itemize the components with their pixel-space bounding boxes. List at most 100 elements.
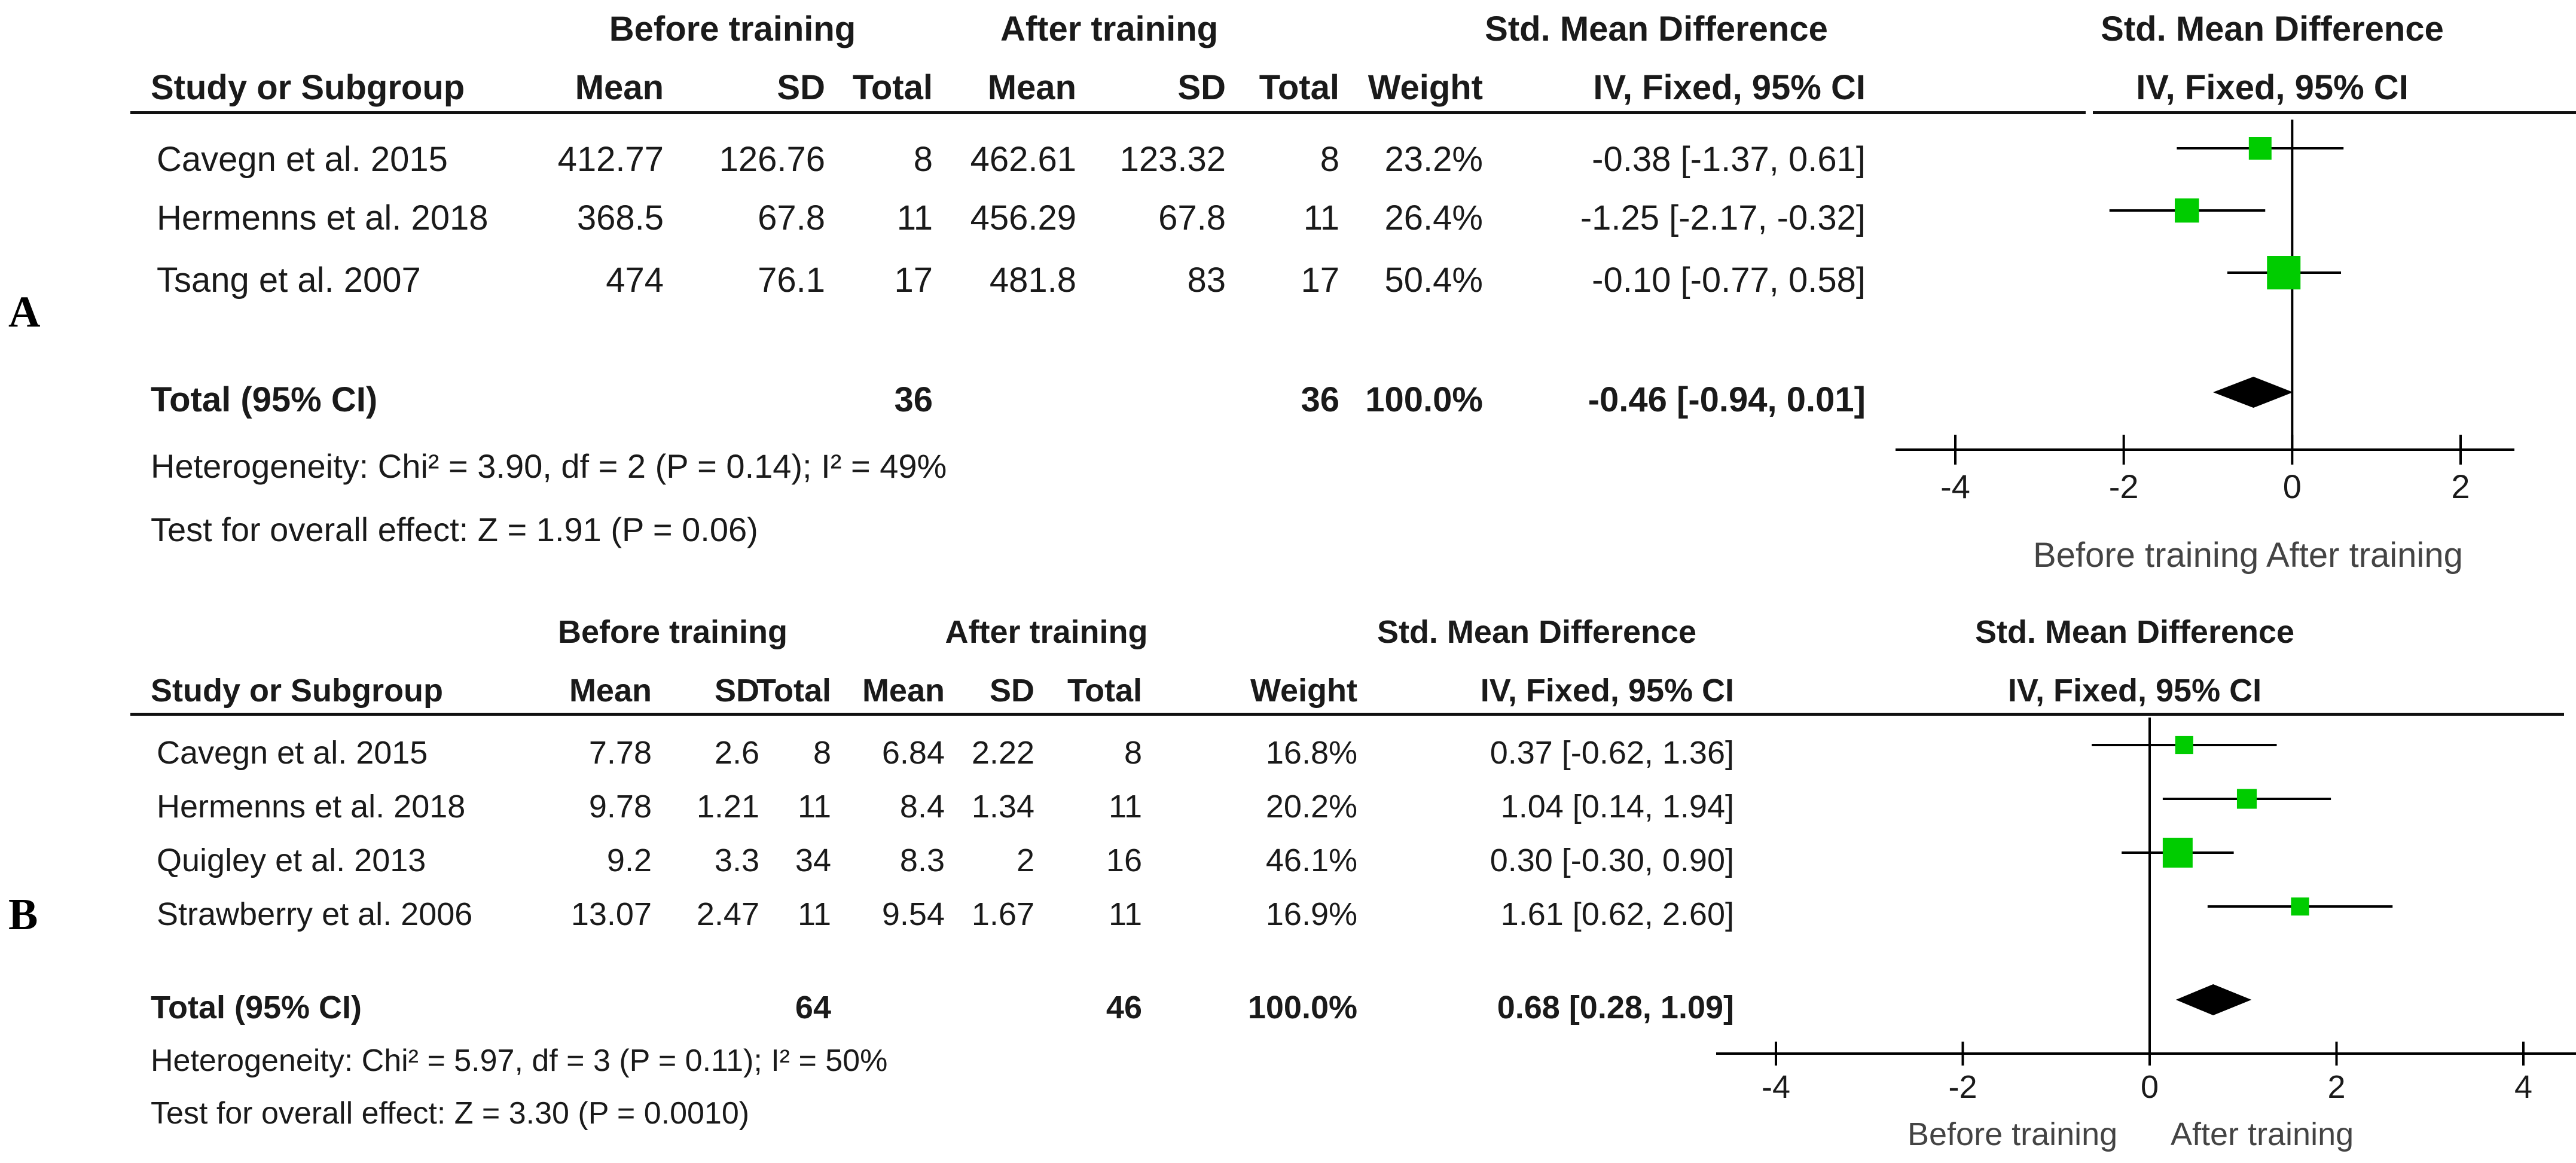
smd-ci: -0.10 [-0.77, 0.58] <box>1592 261 1866 300</box>
x-tick-label: -2 <box>1948 1069 1977 1105</box>
sd-after: 123.32 <box>1119 140 1226 179</box>
smd-ci: 0.37 [-0.62, 1.36] <box>1490 735 1734 771</box>
col-mean-2: Mean <box>987 68 1076 107</box>
sd-before: 67.8 <box>758 199 825 237</box>
sd-after: 67.8 <box>1158 199 1226 237</box>
plot-subtitle: IV, Fixed, 95% CI <box>2007 673 2262 709</box>
forest-plot-a: -4 -2 0 2 <box>1896 120 2514 505</box>
total-n-before: 64 <box>795 990 831 1025</box>
total-label: Total (95% CI) <box>151 380 378 419</box>
mean-after: 9.54 <box>881 896 945 932</box>
col-total-1: Total <box>852 68 933 107</box>
study-name: Hermenns et al. 2018 <box>157 199 489 237</box>
mean-before: 7.78 <box>588 735 652 771</box>
col-mean-1: Mean <box>575 68 664 107</box>
mean-before: 412.77 <box>557 140 664 179</box>
mean-after: 456.29 <box>970 199 1076 237</box>
study-marker <box>2291 897 2309 916</box>
total-before: 17 <box>894 261 933 300</box>
sd-before: 126.76 <box>719 140 825 179</box>
total-n-before: 36 <box>894 380 933 419</box>
col-weight: Weight <box>1250 673 1357 709</box>
study-name: Cavegn et al. 2015 <box>157 140 448 179</box>
sd-before: 2.47 <box>696 896 759 932</box>
col-ci: IV, Fixed, 95% CI <box>1480 673 1734 709</box>
col-mean-2: Mean <box>862 673 945 709</box>
sd-after: 2.22 <box>971 735 1034 771</box>
total-after: 17 <box>1301 261 1339 300</box>
weight: 26.4% <box>1384 199 1483 237</box>
total-weight: 100.0% <box>1365 380 1483 419</box>
favours-after: After training <box>2266 536 2463 575</box>
x-tick-label: -4 <box>1940 468 1970 505</box>
total-after: 11 <box>1108 789 1142 825</box>
x-tick-label: 0 <box>2283 468 2302 505</box>
pooled-diamond <box>2212 377 2293 408</box>
plot-subtitle: IV, Fixed, 95% CI <box>2136 68 2409 107</box>
sd-after: 1.67 <box>971 896 1034 932</box>
group1-header: Before training <box>609 10 856 48</box>
total-n-after: 36 <box>1301 380 1339 419</box>
mean-before: 368.5 <box>576 199 664 237</box>
mean-before: 13.07 <box>570 896 652 932</box>
forest-plot-panel-a: A Before training After training Std. Me… <box>8 10 2576 575</box>
total-before: 8 <box>913 140 933 179</box>
col-ci: IV, Fixed, 95% CI <box>1593 68 1866 107</box>
forest-plot-panel-b: B Before training After training Std. Me… <box>0 598 2576 1163</box>
group2-header: After training <box>945 614 1148 650</box>
smd-ci: 1.61 [0.62, 2.60] <box>1500 896 1734 932</box>
total-ci: 0.68 [0.28, 1.09] <box>1497 990 1734 1025</box>
sd-before: 3.3 <box>714 843 759 878</box>
weight: 20.2% <box>1265 789 1357 825</box>
smd-ci: 0.30 [-0.30, 0.90] <box>1490 843 1734 878</box>
total-before: 11 <box>797 896 831 932</box>
study-name: Strawberry et al. 2006 <box>157 896 473 932</box>
col-total-2: Total <box>1259 68 1339 107</box>
total-after: 11 <box>1303 199 1339 237</box>
total-ci: -0.46 [-0.94, 0.01] <box>1588 380 1866 419</box>
col-sd-2: SD <box>1177 68 1226 107</box>
col-mean-1: Mean <box>569 673 652 709</box>
total-weight: 100.0% <box>1247 990 1357 1025</box>
mean-after: 481.8 <box>989 261 1076 300</box>
study-name: Hermenns et al. 2018 <box>157 789 466 825</box>
study-marker <box>2175 198 2199 223</box>
smd-ci: 1.04 [0.14, 1.94] <box>1500 789 1734 825</box>
weight: 23.2% <box>1384 140 1483 179</box>
study-marker <box>2267 256 2301 289</box>
heterogeneity: Heterogeneity: Chi² = 3.90, df = 2 (P = … <box>151 447 947 485</box>
x-tick-label: 2 <box>2327 1069 2345 1105</box>
col-sd-1: SD <box>777 68 825 107</box>
total-after: 8 <box>1320 140 1339 179</box>
mean-after: 8.4 <box>899 789 945 825</box>
favours-before: Before training <box>2033 536 2259 575</box>
smd-ci: -0.38 [-1.37, 0.61] <box>1592 140 1866 179</box>
panel-label: B <box>8 890 38 939</box>
col-total-1: Total <box>756 673 831 709</box>
total-before: 11 <box>797 789 831 825</box>
study-name: Quigley et al. 2013 <box>157 843 426 878</box>
plot-title: Std. Mean Difference <box>1974 614 2295 650</box>
total-before: 11 <box>896 199 933 237</box>
study-name: Tsang et al. 2007 <box>157 261 421 300</box>
total-after: 11 <box>1108 896 1142 932</box>
x-tick-label: -2 <box>2109 468 2139 505</box>
smd-ci: -1.25 [-2.17, -0.32] <box>1580 199 1866 237</box>
weight: 50.4% <box>1384 261 1483 300</box>
x-tick-label: 0 <box>2141 1069 2159 1105</box>
mean-after: 6.84 <box>881 735 945 771</box>
mean-after: 8.3 <box>899 843 945 878</box>
sd-after: 83 <box>1187 261 1226 300</box>
sd-after: 1.34 <box>971 789 1034 825</box>
sd-after: 2 <box>1016 843 1034 878</box>
sd-before: 76.1 <box>758 261 825 300</box>
study-marker <box>2236 789 2257 809</box>
weight: 16.8% <box>1265 735 1357 771</box>
total-label: Total (95% CI) <box>151 990 362 1025</box>
weight: 46.1% <box>1265 843 1357 878</box>
mean-before: 474 <box>606 261 664 300</box>
group2-header: After training <box>1000 10 1219 48</box>
total-n-after: 46 <box>1106 990 1142 1025</box>
smd-header: Std. Mean Difference <box>1485 10 1828 48</box>
x-tick-label: 2 <box>2451 468 2470 505</box>
